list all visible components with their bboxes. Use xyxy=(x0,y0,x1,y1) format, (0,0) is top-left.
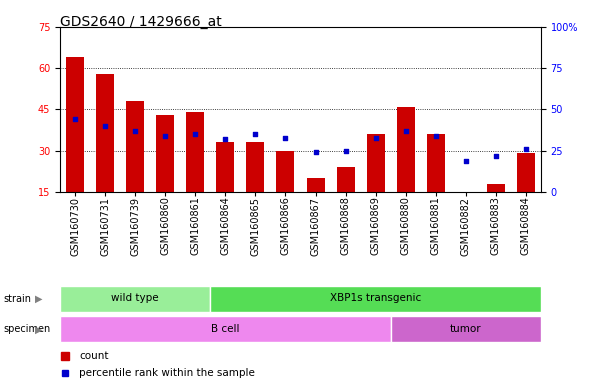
Point xyxy=(100,123,110,129)
Bar xyxy=(517,154,535,192)
Point xyxy=(461,157,471,164)
Point xyxy=(371,134,380,141)
Text: XBP1s transgenic: XBP1s transgenic xyxy=(330,293,421,303)
Text: GSM160730: GSM160730 xyxy=(70,197,80,255)
Bar xyxy=(427,134,445,192)
Point xyxy=(431,133,441,139)
Point xyxy=(160,133,170,139)
Text: GSM160864: GSM160864 xyxy=(221,197,230,255)
Text: GSM160865: GSM160865 xyxy=(251,197,260,255)
Text: B cell: B cell xyxy=(211,324,240,334)
Text: GSM160739: GSM160739 xyxy=(130,197,140,255)
Text: strain: strain xyxy=(3,293,31,304)
Bar xyxy=(210,286,541,311)
Bar xyxy=(156,115,174,192)
Text: specimen: specimen xyxy=(3,324,50,334)
Text: GSM160883: GSM160883 xyxy=(491,197,501,255)
Text: GSM160880: GSM160880 xyxy=(401,197,410,255)
Text: GSM160868: GSM160868 xyxy=(341,197,350,255)
Point xyxy=(491,152,501,159)
Bar xyxy=(246,142,264,192)
Bar xyxy=(60,286,210,311)
Point xyxy=(521,146,531,152)
Point xyxy=(191,131,200,137)
Bar xyxy=(186,112,204,192)
Bar xyxy=(391,316,541,342)
Bar xyxy=(367,134,385,192)
Bar xyxy=(337,167,355,192)
Text: GDS2640 / 1429666_at: GDS2640 / 1429666_at xyxy=(60,15,222,29)
Bar xyxy=(276,151,294,192)
Text: GSM160869: GSM160869 xyxy=(371,197,380,255)
Point xyxy=(221,136,230,142)
Text: GSM160860: GSM160860 xyxy=(160,197,170,255)
Text: GSM160731: GSM160731 xyxy=(100,197,110,255)
Point xyxy=(251,131,260,137)
Text: ▶: ▶ xyxy=(35,324,43,334)
Bar xyxy=(60,316,391,342)
Bar xyxy=(66,57,84,192)
Bar xyxy=(397,107,415,192)
Point xyxy=(401,128,410,134)
Point xyxy=(281,134,290,141)
Bar xyxy=(307,178,325,192)
Text: GSM160867: GSM160867 xyxy=(311,197,320,255)
Point xyxy=(70,116,80,122)
Text: GSM160861: GSM160861 xyxy=(191,197,200,255)
Text: percentile rank within the sample: percentile rank within the sample xyxy=(79,368,255,378)
Bar xyxy=(487,184,505,192)
Bar xyxy=(126,101,144,192)
Text: wild type: wild type xyxy=(111,293,159,303)
Point xyxy=(130,128,140,134)
Bar xyxy=(96,74,114,192)
Bar xyxy=(216,142,234,192)
Text: ▶: ▶ xyxy=(35,293,43,304)
Text: GSM160866: GSM160866 xyxy=(281,197,290,255)
Point xyxy=(311,149,320,156)
Text: GSM160881: GSM160881 xyxy=(431,197,441,255)
Text: tumor: tumor xyxy=(450,324,481,334)
Text: GSM160882: GSM160882 xyxy=(461,197,471,255)
Text: count: count xyxy=(79,351,109,361)
Text: GSM160884: GSM160884 xyxy=(521,197,531,255)
Point xyxy=(341,148,350,154)
